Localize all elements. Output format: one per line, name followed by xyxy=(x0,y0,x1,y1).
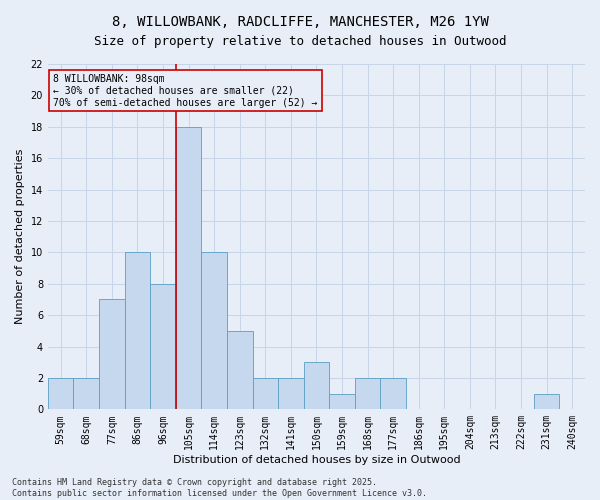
Bar xyxy=(253,378,278,410)
Text: Contains HM Land Registry data © Crown copyright and database right 2025.
Contai: Contains HM Land Registry data © Crown c… xyxy=(12,478,427,498)
Bar xyxy=(380,378,406,410)
Bar xyxy=(304,362,329,410)
X-axis label: Distribution of detached houses by size in Outwood: Distribution of detached houses by size … xyxy=(173,455,460,465)
Text: 8, WILLOWBANK, RADCLIFFE, MANCHESTER, M26 1YW: 8, WILLOWBANK, RADCLIFFE, MANCHESTER, M2… xyxy=(112,15,488,29)
Bar xyxy=(202,252,227,410)
Bar xyxy=(73,378,99,410)
Bar xyxy=(355,378,380,410)
Y-axis label: Number of detached properties: Number of detached properties xyxy=(15,149,25,324)
Bar xyxy=(125,252,150,410)
Bar xyxy=(150,284,176,410)
Bar xyxy=(534,394,559,409)
Bar xyxy=(278,378,304,410)
Bar xyxy=(227,331,253,409)
Bar xyxy=(176,127,202,410)
Bar xyxy=(99,300,125,410)
Bar xyxy=(48,378,73,410)
Text: Size of property relative to detached houses in Outwood: Size of property relative to detached ho… xyxy=(94,35,506,48)
Bar xyxy=(329,394,355,409)
Text: 8 WILLOWBANK: 98sqm
← 30% of detached houses are smaller (22)
70% of semi-detach: 8 WILLOWBANK: 98sqm ← 30% of detached ho… xyxy=(53,74,317,108)
